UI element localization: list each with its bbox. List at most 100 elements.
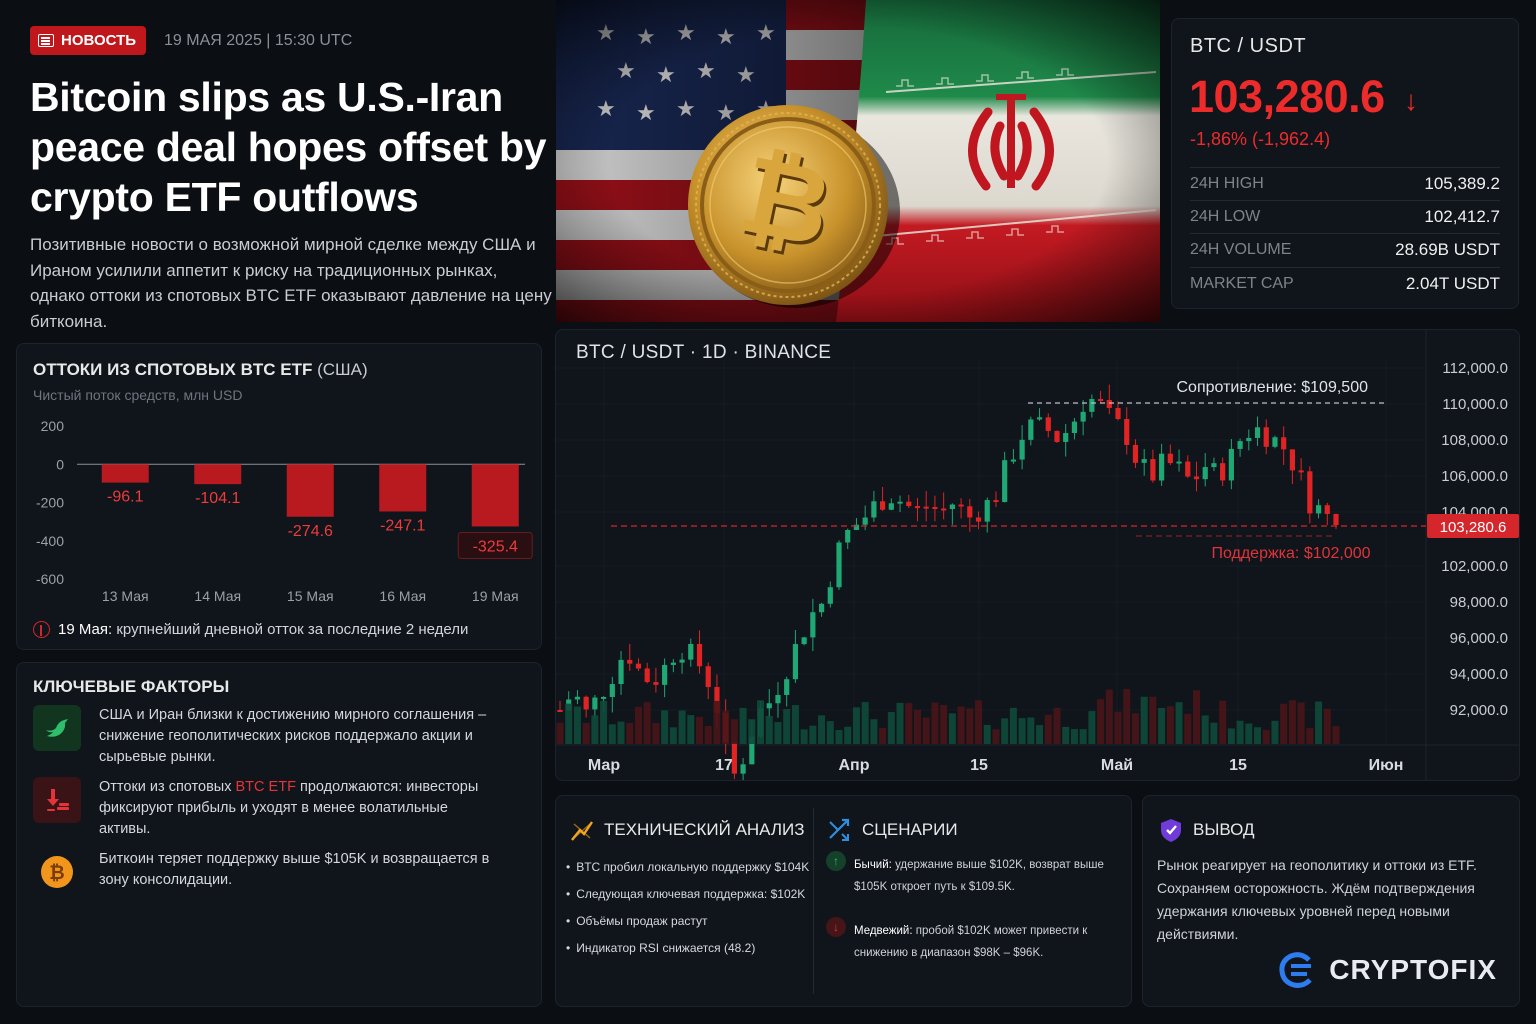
candle-body bbox=[1193, 476, 1200, 480]
etf-bar bbox=[101, 464, 149, 483]
candle-body bbox=[1272, 437, 1278, 447]
arrow-down-icon: ↓ bbox=[826, 917, 846, 937]
volume-bar bbox=[669, 727, 677, 744]
stat-row-marketcap: MARKET CAP 2.04T USDT bbox=[1190, 267, 1500, 300]
candle-body bbox=[1028, 419, 1034, 440]
candle-body bbox=[714, 687, 720, 714]
candle-body bbox=[653, 682, 659, 685]
etf-title: ОТТОКИ ИЗ СПОТОВЫХ BTC ETF (США) bbox=[33, 360, 368, 380]
candle-body bbox=[627, 659, 633, 664]
volume-bar bbox=[582, 722, 590, 744]
x-tick-label: 14 Мая bbox=[194, 588, 241, 604]
volume-bar bbox=[870, 719, 878, 744]
candle-body bbox=[1289, 449, 1296, 471]
conclusion-panel: ВЫВОД Рынок реагирует на геополитику и о… bbox=[1142, 795, 1520, 1007]
candle-body bbox=[993, 500, 999, 503]
volume-bar bbox=[713, 700, 721, 744]
candle-body bbox=[1281, 437, 1287, 450]
candle-body bbox=[1010, 459, 1016, 462]
volume-bar bbox=[1036, 725, 1044, 744]
scenarios-title: СЦЕНАРИИ bbox=[826, 816, 958, 844]
candle-body bbox=[862, 517, 868, 525]
factor-text: США и Иран близки к достижению мирного с… bbox=[99, 707, 487, 765]
volume-bar bbox=[1053, 707, 1061, 744]
candle-body bbox=[1063, 433, 1069, 442]
bar-value-label: -274.6 bbox=[288, 523, 333, 540]
candle-body bbox=[574, 696, 581, 700]
volume-bar bbox=[556, 722, 564, 744]
volume-bar bbox=[1097, 699, 1105, 744]
stat-row-low: 24H LOW 102,412.7 bbox=[1190, 200, 1500, 233]
volume-bar bbox=[1044, 714, 1052, 744]
volume-bar bbox=[791, 705, 799, 744]
bar-value-label: -247.1 bbox=[380, 518, 425, 535]
news-tag: НОВОСТЬ bbox=[30, 26, 147, 55]
candle-body bbox=[984, 500, 990, 522]
volume-bar bbox=[1062, 726, 1070, 744]
candle-body bbox=[609, 684, 615, 697]
volume-bar bbox=[852, 707, 860, 744]
volume-bar bbox=[1131, 713, 1139, 744]
y-tick-label: 200 bbox=[41, 418, 65, 434]
price-axis-label: 106,000.0 bbox=[1441, 468, 1508, 485]
etf-title-suffix: (США) bbox=[317, 360, 368, 379]
volume-bar bbox=[730, 719, 738, 744]
etf-note: 19 Мая: крупнейший дневной отток за посл… bbox=[33, 621, 468, 638]
volume-bar bbox=[1175, 702, 1183, 744]
bear-text: пробой $102K может привести к снижению в… bbox=[854, 925, 1088, 959]
technical-bullet: Следующая ключевая поддержка: $102K bbox=[566, 887, 805, 901]
conclusion-title-text: ВЫВОД bbox=[1193, 820, 1255, 839]
etf-subtitle: Чистый поток средств, млн USD bbox=[33, 387, 243, 403]
candle-body bbox=[1089, 399, 1095, 412]
brand-logo: CRYPTOFIX bbox=[1277, 950, 1497, 990]
candle-body bbox=[749, 736, 755, 765]
volume-bar bbox=[861, 702, 869, 744]
volume-bar bbox=[922, 717, 930, 744]
time-axis-label: Мар bbox=[588, 757, 620, 774]
hero-image: ★★★★★ ★★★★ ★★★★★ bbox=[556, 0, 1160, 322]
technical-bullet: Индикатор RSI снижается (48.2) bbox=[566, 941, 755, 955]
cryptofix-logo-icon bbox=[1279, 952, 1313, 988]
candle-body bbox=[592, 697, 598, 710]
candle-body bbox=[810, 612, 816, 638]
stat-row-high: 24H HIGH 105,389.2 bbox=[1190, 167, 1500, 200]
volume-bar bbox=[591, 715, 599, 744]
candle-body bbox=[1176, 461, 1182, 464]
candle-body bbox=[827, 587, 833, 604]
candle-body bbox=[932, 506, 938, 509]
candle-body bbox=[975, 517, 982, 522]
y-tick-label: -200 bbox=[36, 495, 64, 511]
volume-bar bbox=[1105, 689, 1113, 744]
candle-body bbox=[1097, 399, 1104, 402]
volume-bar bbox=[800, 729, 808, 744]
candle-body bbox=[1324, 505, 1330, 514]
candle-body bbox=[836, 542, 842, 588]
candle-body bbox=[784, 679, 790, 695]
volume-bar bbox=[661, 710, 669, 744]
volume-bar bbox=[1001, 718, 1009, 744]
price-chart-panel: 112,000.0 110,000.0 108,000.0 106,000.0 104,… bbox=[555, 329, 1520, 781]
price-axis-label: 108,000.0 bbox=[1441, 432, 1508, 449]
shield-icon bbox=[1161, 819, 1181, 842]
candle-body bbox=[1333, 513, 1339, 525]
candle-body bbox=[1167, 453, 1173, 464]
candle-body bbox=[600, 696, 607, 699]
volume-bar bbox=[774, 722, 782, 744]
volume-bar bbox=[1332, 726, 1340, 744]
value-label-box bbox=[457, 531, 533, 559]
y-tick-label: 0 bbox=[56, 456, 64, 472]
volume-bar bbox=[678, 710, 686, 744]
newspaper-icon bbox=[38, 34, 54, 47]
volume-bar bbox=[687, 715, 695, 744]
volume-bar bbox=[1114, 711, 1122, 744]
volume-bar bbox=[809, 725, 817, 744]
candle-body bbox=[1263, 427, 1269, 447]
volume-bar bbox=[1254, 727, 1262, 744]
factor-item: ₿ Биткоин теряет поддержку выше $105K и … bbox=[33, 849, 499, 895]
candle-body bbox=[1045, 417, 1051, 431]
candle-body bbox=[1132, 444, 1139, 463]
svg-text:₿: ₿ bbox=[49, 862, 64, 884]
news-tag-label: НОВОСТЬ bbox=[61, 32, 137, 49]
ticker-change: -1,86% (-1,962.4) bbox=[1190, 129, 1331, 149]
volume-bar bbox=[1271, 720, 1279, 744]
